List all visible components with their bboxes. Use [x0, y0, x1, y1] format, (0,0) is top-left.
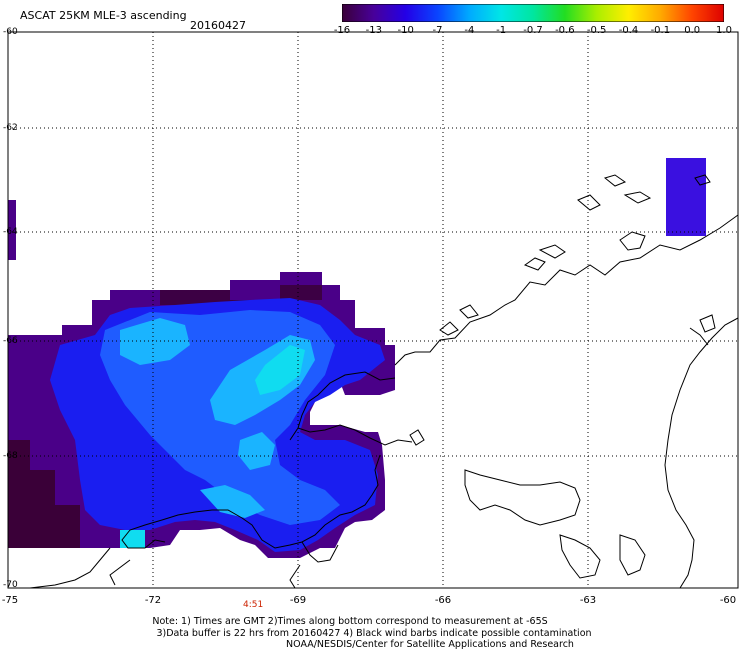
colorbar-tick-label: -0.4	[618, 25, 639, 36]
colorbar-tick-label: -7	[432, 25, 443, 36]
graticule	[8, 32, 738, 588]
lat-label: -60	[3, 27, 18, 37]
note-line-2: 3)Data buffer is 22 hrs from 20160427 4)…	[156, 628, 592, 639]
colorbar-tick-label: -1	[496, 25, 507, 36]
colorbar-tick-label: -10	[397, 25, 414, 36]
colorbar-tick-label: -4	[464, 25, 475, 36]
colorbar-tick-label: -0.7	[523, 25, 543, 36]
lon-label: -63	[579, 595, 597, 606]
lon-label: -72	[144, 595, 162, 606]
lat-label: -70	[3, 580, 18, 590]
map-title: ASCAT 25KM MLE-3 ascending	[20, 9, 187, 22]
lat-label: -68	[3, 451, 18, 461]
colorbar-tick-label: -0.6	[555, 25, 575, 36]
time-marker: 4:51	[243, 600, 264, 610]
plot-frame	[7, 31, 739, 589]
colorbar-tick-label: 1.0	[716, 25, 732, 36]
colorbar	[342, 4, 724, 22]
colorbar-tick-label: -0.5	[586, 25, 607, 36]
lat-label: -64	[3, 227, 18, 237]
lon-label: -69	[289, 595, 307, 606]
swath-data	[8, 158, 706, 558]
colorbar-tick-label: 0.0	[684, 25, 701, 36]
note-line-1: Note: 1) Times are GMT 2)Times along bot…	[152, 616, 548, 627]
map-date: 20160427	[190, 19, 246, 32]
colorbar-tick-label: -16	[333, 25, 351, 36]
note-line-3: NOAA/NESDIS/Center for Satellite Applica…	[286, 639, 574, 650]
lon-label: -66	[434, 595, 452, 606]
colorbar-tick-label: -0.1	[650, 25, 671, 36]
lat-label: -62	[3, 123, 18, 133]
lon-label: -60	[719, 595, 737, 606]
lat-label: -66	[3, 336, 18, 346]
colorbar-gradient	[342, 4, 724, 22]
colorbar-tick-label: -13	[365, 25, 382, 36]
lon-label: -75	[1, 595, 19, 606]
